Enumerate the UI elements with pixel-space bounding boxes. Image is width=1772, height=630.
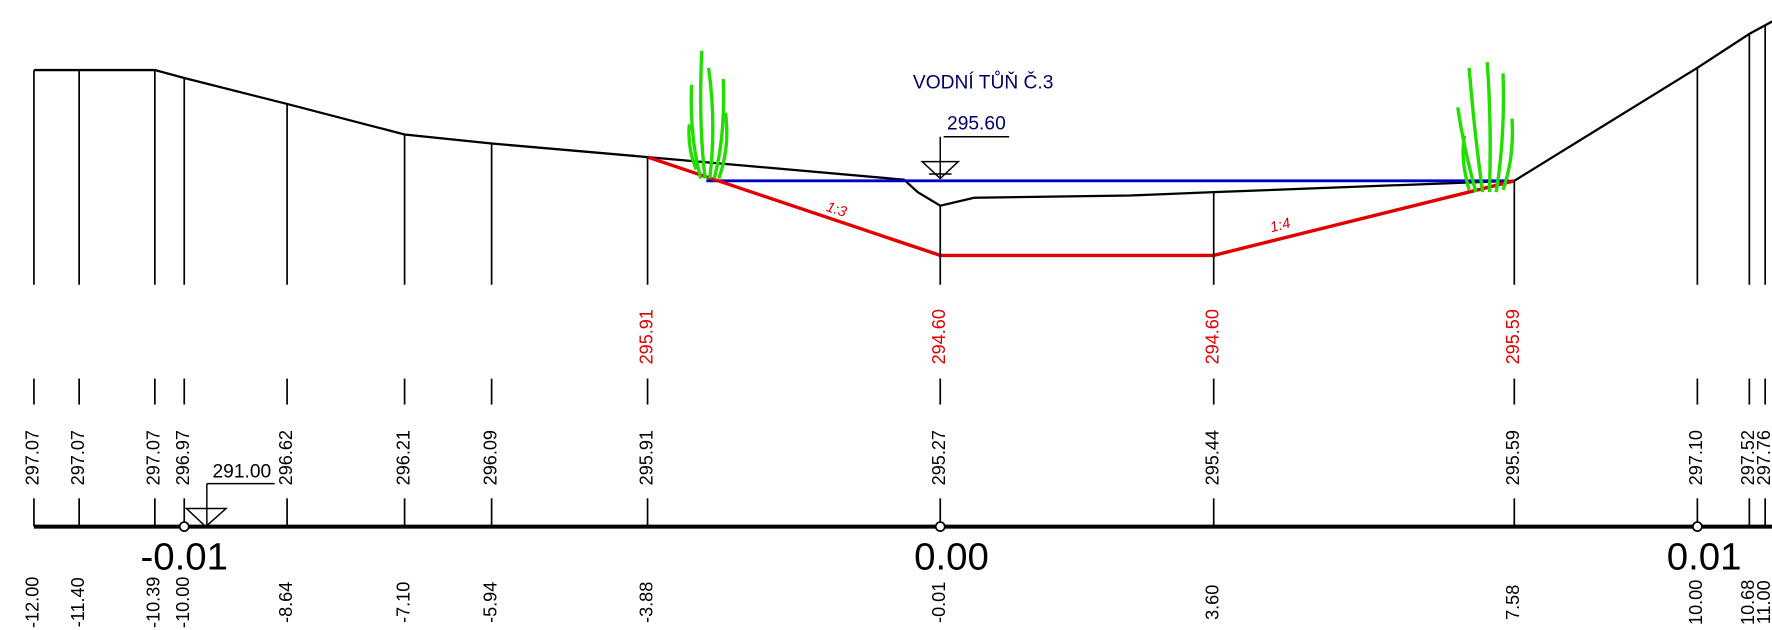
terrain-profile: [33, 20, 1772, 207]
axis-point: [934, 521, 946, 532]
axis-label: 0.00: [914, 536, 989, 579]
terrain-elevation: 297.10: [1686, 430, 1706, 485]
terrain-elevation: 296.21: [393, 430, 413, 485]
water-symbol: [920, 136, 1010, 180]
station: -10.00: [173, 577, 193, 628]
terrain-elevation: 295.44: [1202, 430, 1222, 485]
terrain-elevation: 295.27: [929, 430, 949, 485]
station: -5.94: [480, 582, 500, 623]
axis-point: [1692, 521, 1703, 532]
axis-label: -0.01: [140, 536, 228, 579]
axis-label: 0.01: [1667, 536, 1742, 579]
design-profile: [647, 155, 1515, 258]
water-level: 295.60: [947, 113, 1006, 134]
reference-symbol: [184, 482, 275, 528]
terrain-elevation: 297.52: [1738, 430, 1758, 485]
station: -7.10: [393, 582, 413, 623]
terrain-elevation: 296.62: [276, 430, 296, 485]
terrain-elevation: 295.59: [1503, 430, 1523, 485]
slope-label: 1:3: [824, 199, 849, 221]
design-elevation: 295.59: [1503, 309, 1523, 364]
design-elevation: 294.60: [929, 309, 949, 364]
station: 3.60: [1202, 585, 1222, 620]
reeds: [687, 50, 1515, 193]
terrain-elevation: 295.91: [636, 430, 656, 485]
reference-level: 291.00: [212, 461, 271, 482]
design-elevation: 295.91: [636, 309, 656, 364]
terrain-elevation: 297.07: [23, 430, 43, 485]
station: -10.39: [144, 577, 164, 628]
axis-point: [178, 521, 190, 532]
station: 10.68: [1738, 580, 1758, 625]
station: -3.88: [636, 582, 656, 623]
station: -8.64: [276, 582, 296, 623]
slope-label: 1:4: [1268, 216, 1292, 237]
title: VODNÍ TŮŇ Č.3: [913, 72, 1053, 94]
station: -0.01: [929, 582, 949, 623]
terrain-elevation: 296.09: [480, 430, 500, 485]
columns: 297.07 -12.00 297.07 -11.40 297.07 -10.39 296.…: [23, 24, 1772, 628]
design-elevation: 294.60: [1202, 309, 1222, 364]
station: 10.00: [1686, 580, 1706, 625]
station: -12.00: [23, 577, 43, 628]
station: -11.40: [68, 577, 88, 627]
terrain-elevation: 297.76: [1754, 430, 1772, 485]
station: 11.00: [1754, 580, 1772, 624]
terrain-elevation: 297.07: [144, 430, 164, 485]
station: 7.58: [1503, 585, 1523, 620]
terrain-elevation: 296.97: [173, 430, 193, 485]
terrain-elevation: 297.07: [68, 430, 88, 485]
